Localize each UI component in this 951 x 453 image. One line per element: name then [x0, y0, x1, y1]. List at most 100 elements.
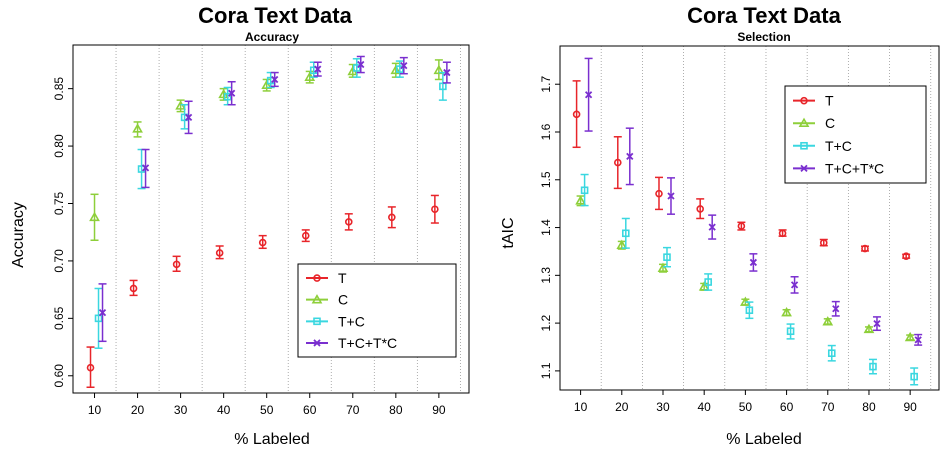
- data-point: [708, 223, 716, 231]
- data-point: [575, 195, 586, 205]
- legend-marker: [800, 96, 808, 105]
- y-axis-label: tAIC: [500, 217, 517, 248]
- chart-subtitle: Accuracy: [245, 30, 299, 44]
- data-point: [616, 239, 628, 250]
- data-point: [580, 186, 589, 195]
- x-tick-label: 80: [389, 403, 403, 417]
- data-point: [129, 284, 138, 293]
- y-tick-label: 1.2: [539, 314, 553, 331]
- y-tick-label: 0.85: [52, 77, 66, 101]
- legend-label: T+C+T*C: [338, 335, 397, 351]
- data-point: [663, 253, 671, 261]
- data-point: [141, 164, 150, 172]
- legend-item: T+C+T*C: [793, 160, 884, 176]
- y-axis-label: Accuracy: [10, 202, 27, 268]
- legend-box: [297, 263, 457, 358]
- legend-marker: [798, 117, 810, 128]
- legend-label: C: [825, 115, 835, 131]
- grid-lines: [115, 45, 461, 393]
- data-point: [914, 336, 922, 344]
- y-tick-label: 1.6: [539, 123, 553, 140]
- y-axis: 1.1 1.2 1.3 1.4 1.5 1.6 1.7: [539, 76, 560, 379]
- data-point: [223, 92, 232, 101]
- legend-item: C: [306, 292, 348, 308]
- data-point: [621, 229, 630, 238]
- x-tick-label: 20: [131, 403, 145, 417]
- data-point: [655, 189, 663, 198]
- legend: TC T+C T+C+T*C: [784, 85, 927, 184]
- selection-panel: Cora Text Data Selection % Labeled tAIC …: [476, 0, 951, 448]
- plot-frame: [72, 44, 470, 394]
- data-point: [822, 316, 834, 326]
- chart-title: Cora Text Data: [687, 3, 841, 28]
- data-point: [902, 252, 910, 261]
- y-tick-label: 0.75: [52, 191, 66, 215]
- data-point: [667, 192, 675, 200]
- x-tick-label: 80: [862, 400, 876, 414]
- legend: TC T+C T+C+T*C: [297, 263, 457, 358]
- data-point: [910, 372, 918, 381]
- x-tick-label: 90: [432, 403, 446, 417]
- data-point: [98, 308, 107, 317]
- x-tick-label: 30: [656, 400, 670, 414]
- x-tick-label: 10: [574, 400, 588, 414]
- data-point: [352, 64, 361, 72]
- data-point: [749, 258, 758, 267]
- x-tick-label: 10: [88, 403, 102, 417]
- legend-label: T+C+T*C: [825, 160, 884, 176]
- data-point: [737, 222, 746, 230]
- data-point: [94, 314, 103, 323]
- data-point: [86, 363, 95, 372]
- data-point: [431, 205, 439, 214]
- data-point: [657, 262, 669, 272]
- x-tick-label: 60: [780, 400, 794, 414]
- x-tick-label: 50: [260, 403, 274, 417]
- x-tick-label: 70: [346, 403, 360, 417]
- data-point: [745, 306, 754, 315]
- data-point: [344, 218, 353, 226]
- data-point: [258, 238, 267, 247]
- data-point: [89, 211, 100, 222]
- data-point: [696, 205, 704, 213]
- x-tick-label: 40: [698, 400, 712, 414]
- y-tick-label: 1.7: [539, 76, 553, 93]
- series-t-c-t-c: [98, 55, 451, 343]
- x-tick-label: 60: [303, 403, 317, 417]
- legend-marker: [313, 339, 321, 347]
- data-point: [396, 65, 404, 73]
- data-point: [314, 65, 322, 73]
- data-point: [572, 110, 581, 119]
- legend-marker: [311, 294, 323, 304]
- legend-item: T: [793, 93, 834, 109]
- data-point: [781, 306, 792, 317]
- y-tick-label: 1.5: [539, 171, 553, 188]
- data-point: [301, 231, 310, 240]
- selection-chart: Cora Text Data Selection % Labeled tAIC …: [500, 3, 940, 448]
- accuracy-chart: Cora Text Data Accuracy % Labeled Accura…: [10, 3, 470, 448]
- legend-label: T+C: [825, 138, 852, 154]
- legend-label: T+C: [338, 313, 365, 329]
- data-point: [869, 362, 877, 371]
- data-point: [613, 158, 622, 167]
- data-point: [819, 239, 828, 247]
- data-point: [778, 229, 787, 238]
- legend-marker: [800, 164, 808, 172]
- y-tick-label: 0.60: [52, 364, 66, 388]
- x-axis-label: % Labeled: [234, 431, 310, 448]
- y-tick-label: 1.4: [539, 219, 553, 236]
- x-axis-label: % Labeled: [726, 431, 802, 448]
- data-point: [832, 305, 840, 313]
- series-t: [86, 194, 439, 389]
- legend-item: T: [306, 270, 347, 286]
- data-point: [786, 327, 795, 336]
- data-point: [271, 75, 279, 84]
- chart-title: Cora Text Data: [198, 3, 352, 28]
- x-tick-label: 20: [615, 400, 629, 414]
- x-axis: 10 20 30 40 50 60 70 80 90: [88, 393, 446, 417]
- x-tick-label: 50: [739, 400, 753, 414]
- data-point: [863, 323, 875, 334]
- y-tick-label: 1.1: [539, 362, 553, 379]
- data-point: [790, 281, 799, 289]
- data-point: [228, 89, 236, 97]
- legend-box: [784, 85, 927, 184]
